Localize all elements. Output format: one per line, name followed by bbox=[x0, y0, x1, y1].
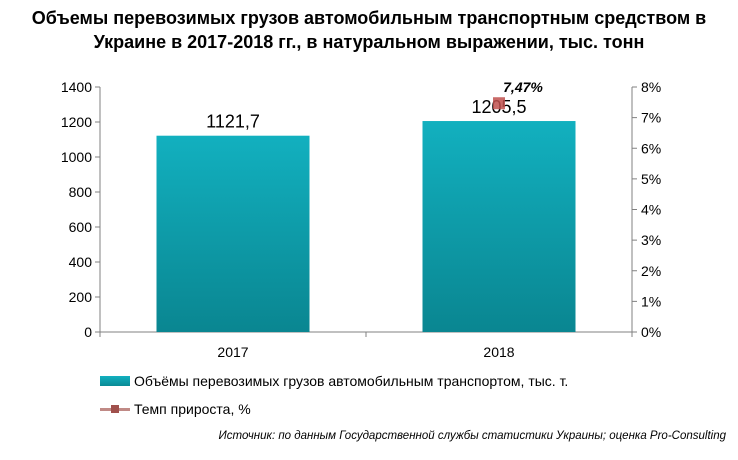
y-tick-label: 200 bbox=[69, 289, 93, 305]
y2-tick-label: 3% bbox=[641, 232, 661, 248]
y-tick-label: 1400 bbox=[61, 79, 92, 95]
y-axis-left: 0 200 400 600 800 1000 1200 1400 bbox=[61, 79, 101, 340]
y-tick-label: 1000 bbox=[61, 149, 92, 165]
legend: Объёмы перевозимых грузов автомобильным … bbox=[100, 372, 568, 428]
y2-tick-label: 4% bbox=[641, 202, 661, 218]
x-axis: 2017 2018 bbox=[99, 331, 633, 360]
bar-value-label: 1121,7 bbox=[206, 112, 260, 132]
legend-swatch-line bbox=[100, 403, 130, 415]
line-series: 7,47% bbox=[493, 79, 543, 110]
y-tick-label: 0 bbox=[84, 324, 92, 340]
y2-tick-label: 1% bbox=[641, 293, 661, 309]
y-tick-label: 400 bbox=[69, 254, 93, 270]
y2-tick-label: 6% bbox=[641, 140, 661, 156]
y2-tick-label: 8% bbox=[641, 79, 661, 95]
bar-series: 1121,71205,5 bbox=[156, 97, 576, 332]
source-note: Источник: по данным Государственной служ… bbox=[218, 430, 726, 442]
chart-title: Объемы перевозимых грузов автомобильным … bbox=[0, 6, 738, 54]
chart-title-line-2: Украине в 2017-2018 гг., в натуральном в… bbox=[93, 32, 645, 52]
bar bbox=[156, 135, 310, 332]
y-tick-label: 600 bbox=[69, 219, 93, 235]
legend-label-growth: Темп прироста, % bbox=[134, 401, 251, 417]
y-axis-right: 0% 1% 2% 3% 4% 5% 6% 7% 8% bbox=[631, 79, 661, 340]
x-tick-label: 2017 bbox=[217, 344, 248, 360]
y2-tick-label: 7% bbox=[641, 110, 661, 126]
y-tick-label: 800 bbox=[69, 184, 93, 200]
line-point-label: 7,47% bbox=[503, 79, 543, 95]
line-point-marker bbox=[493, 97, 505, 110]
legend-item-volume: Объёмы перевозимых грузов автомобильным … bbox=[100, 372, 568, 390]
x-tick-label: 2018 bbox=[483, 344, 514, 360]
y2-tick-label: 0% bbox=[641, 324, 661, 340]
legend-item-growth: Темп прироста, % bbox=[100, 400, 568, 418]
bar bbox=[422, 121, 576, 332]
legend-label-volume: Объёмы перевозимых грузов автомобильным … bbox=[134, 373, 569, 389]
y2-tick-label: 2% bbox=[641, 263, 661, 279]
legend-swatch-bar bbox=[100, 376, 130, 386]
y2-tick-label: 5% bbox=[641, 171, 661, 187]
y-tick-label: 1200 bbox=[61, 114, 92, 130]
chart-plot: 0 200 400 600 800 1000 1200 1400 0% 1% 2% 3% 4% 5% 6%… bbox=[61, 79, 661, 360]
chart-title-line-1: Объемы перевозимых грузов автомобильным … bbox=[31, 8, 707, 28]
